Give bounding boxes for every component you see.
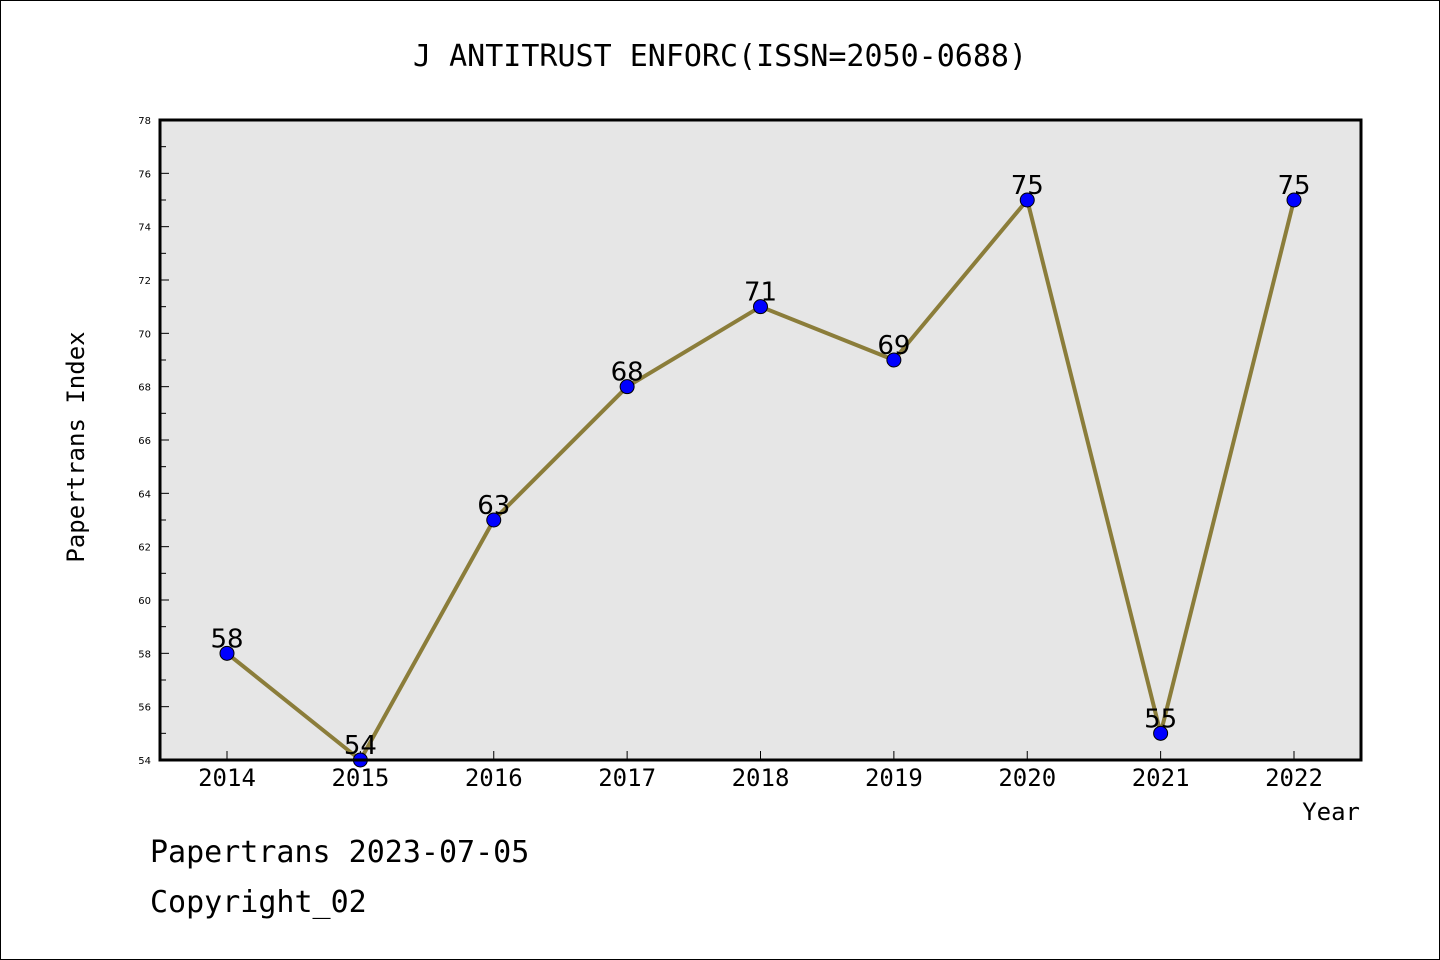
x-tick-label: 2018 bbox=[732, 764, 790, 792]
data-point bbox=[619, 379, 635, 395]
x-tick-label: 2015 bbox=[331, 764, 389, 792]
y-tick-label: 66 bbox=[138, 436, 151, 447]
data-point bbox=[1153, 725, 1169, 741]
data-label: 75 bbox=[1277, 171, 1310, 201]
chart-title: J ANTITRUST ENFORC(ISSN=2050-0688) bbox=[413, 39, 1027, 74]
y-tick-label: 62 bbox=[138, 543, 151, 554]
y-tick-label: 58 bbox=[138, 649, 151, 660]
data-point bbox=[219, 645, 235, 661]
footer-copyright: Copyright_02 bbox=[150, 885, 367, 920]
x-axis: 2014 2015 2016 2017 2018 2019 2020 2021 2022 bbox=[198, 751, 1323, 792]
y-tick-label: 56 bbox=[138, 703, 151, 714]
x-tick-label: 2022 bbox=[1265, 764, 1323, 792]
data-label: 69 bbox=[877, 331, 910, 361]
data-label: 68 bbox=[611, 358, 644, 388]
data-point bbox=[886, 352, 902, 368]
series-group: 58 54 63 68 71 69 75 55 75 bbox=[210, 171, 1311, 768]
data-point bbox=[486, 512, 502, 528]
data-label: 63 bbox=[477, 491, 510, 521]
footer-date: Papertrans 2023-07-05 bbox=[150, 835, 530, 870]
y-tick-label: 68 bbox=[138, 383, 151, 394]
y-tick-label: 74 bbox=[138, 223, 151, 234]
data-point bbox=[1019, 192, 1035, 208]
x-axis-label: Year bbox=[1302, 798, 1360, 826]
y-tick-label: 70 bbox=[138, 329, 151, 340]
y-tick-label: 64 bbox=[138, 489, 151, 500]
data-label: 71 bbox=[744, 278, 777, 308]
data-point bbox=[1286, 192, 1302, 208]
y-tick-label: 54 bbox=[138, 756, 151, 767]
x-tick-label: 2016 bbox=[465, 764, 523, 792]
y-tick-label: 60 bbox=[138, 596, 151, 607]
data-label: 75 bbox=[1011, 171, 1044, 201]
y-axis-label: Papertrans Index bbox=[62, 331, 90, 562]
x-tick-label: 2021 bbox=[1132, 764, 1190, 792]
data-label: 54 bbox=[344, 731, 377, 761]
x-tick-label: 2017 bbox=[598, 764, 656, 792]
data-label: 55 bbox=[1144, 704, 1177, 734]
data-point bbox=[753, 299, 768, 315]
y-tick-label: 78 bbox=[138, 116, 151, 127]
plot-area bbox=[160, 120, 1361, 760]
y-tick-label: 76 bbox=[138, 169, 151, 180]
x-tick-label: 2014 bbox=[198, 764, 256, 792]
y-tick-label: 72 bbox=[138, 276, 151, 287]
y-axis: 54 56 58 60 62 64 66 68 70 72 74 76 78 bbox=[138, 116, 169, 767]
plot-border bbox=[158, 118, 1363, 762]
x-tick-label: 2020 bbox=[998, 764, 1056, 792]
data-label: 58 bbox=[210, 624, 243, 654]
x-tick-label: 2019 bbox=[865, 764, 923, 792]
